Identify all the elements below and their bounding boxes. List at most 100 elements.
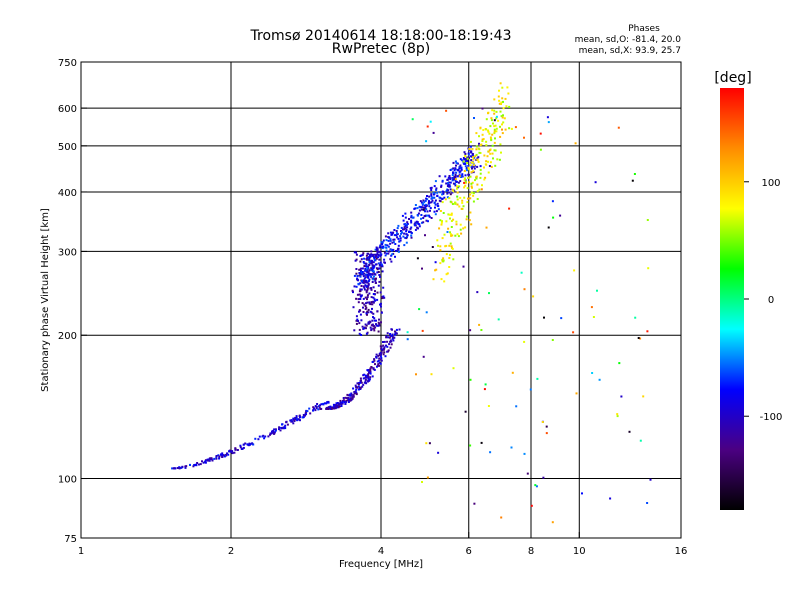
scatter-point (560, 317, 563, 320)
scatter-point (386, 345, 389, 348)
scatter-point (437, 208, 440, 211)
scatter-point (365, 312, 368, 315)
scatter-point (370, 250, 373, 253)
scatter-point (488, 292, 490, 295)
scatter-point (364, 380, 367, 383)
scatter-point (494, 149, 497, 152)
scatter-point (373, 257, 376, 260)
scatter-point (461, 201, 464, 204)
scatter-point (501, 97, 504, 100)
scatter-point (388, 343, 391, 346)
scatter-point (418, 209, 421, 212)
scatter-point (449, 177, 452, 180)
scatter-point (282, 427, 285, 430)
scatter-point (456, 198, 459, 201)
scatter-point (318, 406, 321, 409)
scatter-point (452, 161, 455, 164)
scatter-point (425, 208, 428, 211)
scatter-point (368, 269, 371, 272)
scatter-point (389, 335, 392, 337)
scatter-point (376, 365, 378, 368)
scatter-point (456, 187, 458, 190)
scatter-point (454, 184, 457, 187)
scatter-point (446, 185, 449, 188)
scatter-point (470, 159, 473, 162)
scatter-point (377, 354, 380, 357)
scatter-point (541, 421, 544, 423)
scatter-point (319, 404, 322, 407)
scatter-point (497, 95, 500, 98)
scatter-point (470, 182, 473, 185)
scatter-point (425, 203, 428, 206)
scatter-point (484, 176, 487, 179)
scatter-point (447, 227, 450, 230)
scatter-point (294, 416, 297, 419)
scatter-point (371, 323, 374, 326)
scatter-point (176, 467, 179, 469)
scatter-point (362, 311, 365, 313)
scatter-point (382, 286, 385, 289)
scatter-point (373, 275, 375, 278)
scatter-point (295, 417, 298, 419)
scatter-point (422, 221, 425, 224)
scatter-point (366, 287, 369, 290)
scatter-point (299, 416, 301, 419)
scatter-point (365, 285, 368, 288)
scatter-point (438, 175, 441, 178)
scatter-point (433, 185, 436, 188)
scatter-point (377, 330, 380, 333)
scatter-point (354, 384, 357, 387)
scatter-point (503, 117, 506, 120)
scatter-point (366, 294, 369, 297)
scatter-point (371, 375, 374, 378)
scatter-point (646, 502, 649, 504)
scatter-point (371, 281, 374, 283)
scatter-point (424, 206, 427, 209)
scatter-point (471, 148, 474, 151)
scatter-point (459, 196, 462, 199)
scatter-point (360, 258, 363, 261)
scatter-point (507, 92, 510, 95)
scatter-point (418, 308, 421, 311)
scatter-point (476, 198, 479, 200)
scatter-point (327, 407, 330, 410)
scatter-point (479, 168, 482, 171)
scatter-point (400, 231, 403, 234)
scatter-point (532, 295, 535, 298)
scatter-point (470, 171, 473, 174)
scatter-point (358, 328, 361, 331)
scatter-point (379, 358, 382, 361)
scatter-point (493, 128, 496, 131)
scatter-point (378, 364, 380, 367)
scatter-point (426, 125, 429, 128)
scatter-point (473, 164, 476, 167)
scatter-point (366, 331, 369, 334)
scatter-point (374, 326, 377, 329)
scatter-point (446, 231, 449, 233)
scatter-point (439, 210, 442, 212)
scatter-point (440, 184, 443, 187)
y-tick-label: 300 (58, 247, 77, 258)
scatter-point (439, 262, 442, 265)
scatter-point (316, 403, 319, 405)
scatter-point (381, 348, 384, 351)
scatter-point (460, 232, 463, 235)
chart-subtitle: RwPretec (8p) (332, 41, 430, 57)
scatter-point (363, 327, 365, 330)
scatter-point (523, 288, 526, 291)
scatter-point (410, 214, 413, 217)
scatter-point (353, 329, 356, 332)
x-tick-label: 4 (378, 546, 384, 557)
scatter-point (375, 324, 378, 327)
scatter-point (379, 275, 381, 278)
scatter-point (312, 407, 315, 410)
scatter-point (501, 86, 504, 89)
scatter-point (357, 279, 360, 282)
scatter-point (489, 136, 492, 139)
scatter-point (502, 114, 504, 117)
scatter-point (391, 328, 393, 331)
scatter-point (458, 171, 461, 174)
scatter-point (345, 397, 348, 400)
scatter-point (442, 257, 445, 260)
scatter-point (392, 231, 395, 234)
